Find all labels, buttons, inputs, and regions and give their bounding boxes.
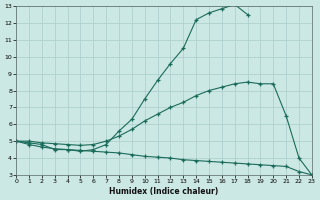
X-axis label: Humidex (Indice chaleur): Humidex (Indice chaleur) bbox=[109, 187, 219, 196]
